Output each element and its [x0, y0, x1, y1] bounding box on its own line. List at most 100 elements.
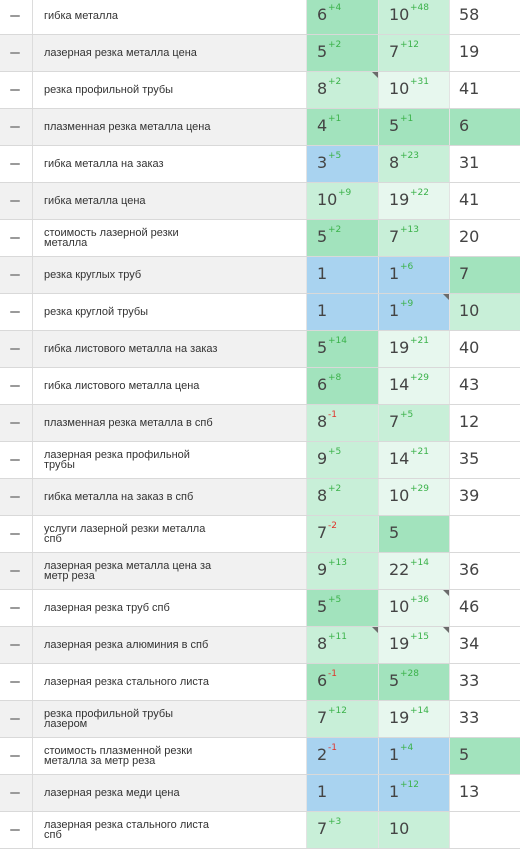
position-cell-1[interactable]: 6 +4 — [306, 0, 378, 34]
drag-handle-icon[interactable] — [10, 533, 20, 535]
table-row[interactable]: лазерная резка стального листа 6 -1 5 +28 33 — [0, 664, 520, 701]
position-cell-3[interactable] — [449, 812, 520, 848]
position-cell-2[interactable]: 1 +9 — [378, 294, 449, 330]
drag-handle-icon[interactable] — [10, 755, 20, 757]
position-cell-2[interactable]: 5 +1 — [378, 109, 449, 145]
position-cell-2[interactable]: 19 +14 — [378, 701, 449, 737]
table-row[interactable]: стоимость плазменной резки металла за ме… — [0, 738, 520, 775]
position-cell-1[interactable]: 9 +5 — [306, 442, 378, 478]
table-row[interactable]: резка профильной трубы лазером 7 +12 19 +14 3… — [0, 701, 520, 738]
position-cell-1[interactable]: 7 +12 — [306, 701, 378, 737]
position-cell-2[interactable]: 1 +4 — [378, 738, 449, 774]
position-cell-1[interactable]: 3 +5 — [306, 146, 378, 182]
position-cell-1[interactable]: 2 -1 — [306, 738, 378, 774]
drag-handle-icon[interactable] — [10, 274, 20, 276]
position-cell-1[interactable]: 5 +2 — [306, 220, 378, 256]
position-cell-2[interactable]: 10 +29 — [378, 479, 449, 515]
position-cell-1[interactable]: 5 +2 — [306, 35, 378, 71]
table-row[interactable]: лазерная резка металла цена 5 +2 7 +12 19 — [0, 35, 520, 72]
table-row[interactable]: гибка металла цена 10 +9 19 +22 41 — [0, 183, 520, 220]
position-cell-1[interactable]: 7 +3 — [306, 812, 378, 848]
table-row[interactable]: лазерная резка стального листа спб 7 +3 10 — [0, 812, 520, 849]
position-cell-1[interactable]: 8 -1 — [306, 405, 378, 441]
table-row[interactable]: лазерная резка труб спб 5 +5 10 +36 46 — [0, 590, 520, 627]
table-row[interactable]: гибка металла на заказ в спб 8 +2 10 +29 39 — [0, 479, 520, 516]
position-cell-3[interactable]: 19 — [449, 35, 520, 71]
table-row[interactable]: гибка металла 6 +4 10 +48 58 — [0, 0, 520, 35]
position-cell-2[interactable]: 7 +12 — [378, 35, 449, 71]
position-cell-2[interactable]: 1 +6 — [378, 257, 449, 293]
position-cell-1[interactable]: 7 -2 — [306, 516, 378, 552]
drag-handle-icon[interactable] — [10, 126, 20, 128]
position-cell-2[interactable]: 5 +28 — [378, 664, 449, 700]
position-cell-3[interactable]: 5 — [449, 738, 520, 774]
position-cell-3[interactable]: 20 — [449, 220, 520, 256]
table-row[interactable]: гибка листового металла цена 6 +8 14 +29 43 — [0, 368, 520, 405]
drag-handle-icon[interactable] — [10, 496, 20, 498]
position-cell-3[interactable]: 6 — [449, 109, 520, 145]
position-cell-1[interactable]: 5 +5 — [306, 590, 378, 626]
position-cell-2[interactable]: 14 +21 — [378, 442, 449, 478]
drag-handle-icon[interactable] — [10, 681, 20, 683]
position-cell-2[interactable]: 8 +23 — [378, 146, 449, 182]
position-cell-1[interactable]: 9 +13 — [306, 553, 378, 589]
position-cell-1[interactable]: 8 +2 — [306, 72, 378, 108]
position-cell-3[interactable]: 39 — [449, 479, 520, 515]
position-cell-2[interactable]: 10 +31 — [378, 72, 449, 108]
position-cell-1[interactable]: 8 +2 — [306, 479, 378, 515]
position-cell-3[interactable]: 43 — [449, 368, 520, 404]
position-cell-1[interactable]: 6 +8 — [306, 368, 378, 404]
table-row[interactable]: плазменная резка металла цена 4 +1 5 +1 6 — [0, 109, 520, 146]
drag-handle-icon[interactable] — [10, 163, 20, 165]
table-row[interactable]: резка круглых труб 1 1 +6 7 — [0, 257, 520, 294]
table-row[interactable]: услуги лазерной резки металла спб 7 -2 5 — [0, 516, 520, 553]
drag-handle-icon[interactable] — [10, 385, 20, 387]
table-row[interactable]: лазерная резка металла цена за метр реза… — [0, 553, 520, 590]
drag-handle-icon[interactable] — [10, 89, 20, 91]
position-cell-1[interactable]: 1 — [306, 775, 378, 811]
drag-handle-icon[interactable] — [10, 348, 20, 350]
table-row[interactable]: лазерная резка алюминия в спб 8 +11 19 +15 34 — [0, 627, 520, 664]
table-row[interactable]: лазерная резка меди цена 1 1 +12 13 — [0, 775, 520, 812]
position-cell-1[interactable]: 4 +1 — [306, 109, 378, 145]
drag-handle-icon[interactable] — [10, 718, 20, 720]
position-cell-2[interactable]: 5 — [378, 516, 449, 552]
position-cell-2[interactable]: 7 +13 — [378, 220, 449, 256]
position-cell-3[interactable]: 36 — [449, 553, 520, 589]
drag-handle-icon[interactable] — [10, 644, 20, 646]
position-cell-2[interactable]: 7 +5 — [378, 405, 449, 441]
drag-handle-icon[interactable] — [10, 15, 20, 17]
position-cell-3[interactable]: 7 — [449, 257, 520, 293]
position-cell-2[interactable]: 10 — [378, 812, 449, 848]
position-cell-3[interactable]: 12 — [449, 405, 520, 441]
drag-handle-icon[interactable] — [10, 570, 20, 572]
table-row[interactable]: стоимость лазерной резки металла 5 +2 7 +13 2… — [0, 220, 520, 257]
drag-handle-icon[interactable] — [10, 237, 20, 239]
position-cell-3[interactable]: 58 — [449, 0, 520, 34]
drag-handle-icon[interactable] — [10, 829, 20, 831]
position-cell-1[interactable]: 1 — [306, 257, 378, 293]
position-cell-3[interactable]: 35 — [449, 442, 520, 478]
drag-handle-icon[interactable] — [10, 459, 20, 461]
position-cell-3[interactable]: 10 — [449, 294, 520, 330]
position-cell-3[interactable]: 41 — [449, 183, 520, 219]
position-cell-2[interactable]: 14 +29 — [378, 368, 449, 404]
table-row[interactable]: резка профильной трубы 8 +2 10 +31 41 — [0, 72, 520, 109]
position-cell-2[interactable]: 19 +22 — [378, 183, 449, 219]
position-cell-3[interactable]: 46 — [449, 590, 520, 626]
position-cell-2[interactable]: 22 +14 — [378, 553, 449, 589]
position-cell-3[interactable]: 31 — [449, 146, 520, 182]
drag-handle-icon[interactable] — [10, 607, 20, 609]
table-row[interactable]: лазерная резка профильной трубы 9 +5 14 +21 3… — [0, 442, 520, 479]
position-cell-2[interactable]: 10 +48 — [378, 0, 449, 34]
position-cell-1[interactable]: 5 +14 — [306, 331, 378, 367]
position-cell-2[interactable]: 19 +15 — [378, 627, 449, 663]
position-cell-2[interactable]: 1 +12 — [378, 775, 449, 811]
position-cell-1[interactable]: 10 +9 — [306, 183, 378, 219]
position-cell-1[interactable]: 6 -1 — [306, 664, 378, 700]
position-cell-2[interactable]: 19 +21 — [378, 331, 449, 367]
drag-handle-icon[interactable] — [10, 422, 20, 424]
position-cell-3[interactable]: 33 — [449, 701, 520, 737]
position-cell-3[interactable]: 13 — [449, 775, 520, 811]
table-row[interactable]: гибка металла на заказ 3 +5 8 +23 31 — [0, 146, 520, 183]
